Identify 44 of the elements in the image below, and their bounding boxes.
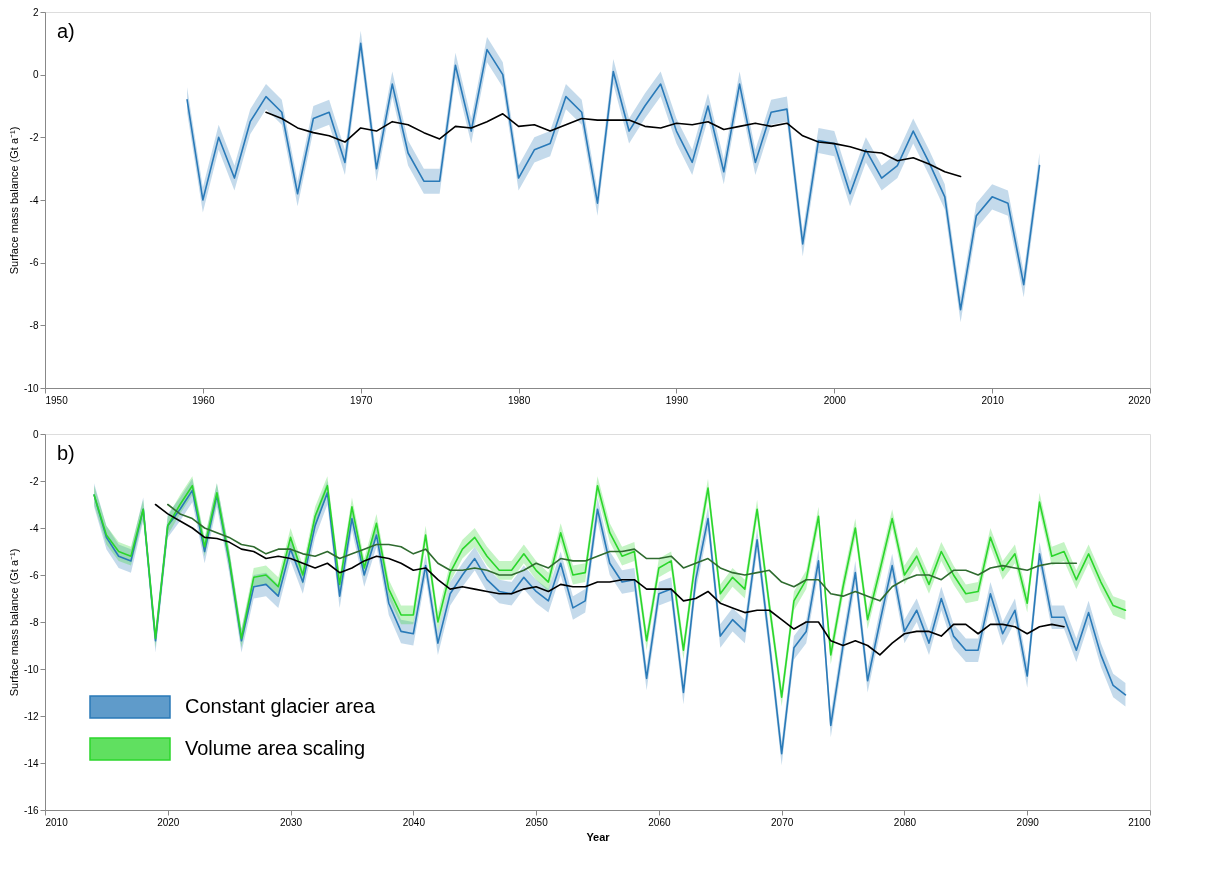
x-tick-label: 2040	[402, 816, 426, 828]
y-tick-label: -6	[29, 257, 39, 269]
x-tick-label: 1970	[350, 394, 373, 406]
x-tick-label: 2030	[279, 816, 303, 828]
x-tick-label: 1950	[45, 394, 69, 406]
x-tick-label: 2000	[823, 394, 847, 406]
annotation: a)	[57, 20, 75, 42]
y-tick-label: -8	[29, 319, 39, 331]
x-tick-label: 2090	[1016, 816, 1040, 828]
y-tick-label: -2	[29, 131, 39, 143]
x-tick-label: 2020	[1128, 394, 1151, 406]
legend-label: Constant glacier area	[185, 695, 376, 717]
x-tick-label: 2050	[525, 816, 549, 828]
x-tick-label: 2060	[648, 816, 671, 828]
line-series	[166, 503, 1078, 602]
x-tick-label: 2010	[981, 394, 1005, 406]
y-tick-label: 0	[32, 428, 39, 440]
x-tick-label: 1980	[507, 394, 531, 406]
y-tick-label: -14	[24, 757, 39, 769]
x-tick-label: 2020	[157, 816, 180, 828]
x-tick-label: 2100	[1128, 816, 1151, 828]
y-tick-label: 2	[32, 6, 39, 18]
y-tick-label: -4	[29, 522, 39, 534]
y-axis-title: Surface mass balance (Gt a⁻¹)	[8, 126, 21, 275]
line-series	[265, 111, 962, 178]
y-tick-label: -10	[24, 663, 39, 675]
y-axis-title: Surface mass balance (Gt a⁻¹)	[8, 548, 21, 697]
x-tick-label: 1960	[192, 394, 215, 406]
y-tick-label: -8	[29, 616, 39, 628]
y-tick-label: -12	[24, 710, 39, 722]
line-series	[154, 503, 1065, 656]
y-tick-label: -6	[29, 569, 39, 581]
x-tick-label: 2070	[771, 816, 794, 828]
y-tick-label: -16	[24, 804, 39, 816]
annotation: b)	[57, 442, 75, 464]
legend-label: Volume area scaling	[185, 737, 366, 759]
y-tick-label: -2	[29, 475, 39, 487]
y-tick-label: 0	[32, 69, 39, 81]
x-tick-label: 2010	[45, 816, 69, 828]
x-axis-title: Year	[586, 830, 611, 843]
x-tick-label: 2080	[893, 816, 917, 828]
y-tick-label: -10	[24, 382, 39, 394]
x-tick-label: 1990	[665, 394, 689, 406]
y-tick-label: -4	[29, 194, 39, 206]
